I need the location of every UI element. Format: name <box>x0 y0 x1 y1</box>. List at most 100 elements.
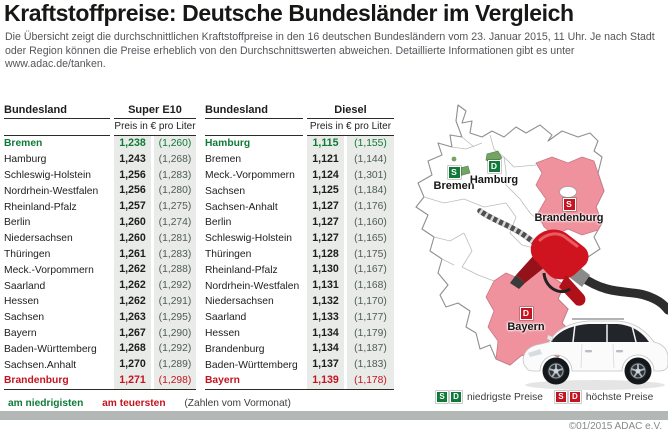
table-row: Thüringen 1,261 (1,283) <box>4 246 196 263</box>
price-previous: (1,274) <box>154 214 196 231</box>
price-previous: (1,183) <box>347 357 394 373</box>
column-header-state: Bundesland <box>4 104 110 119</box>
car-illustration <box>522 318 668 390</box>
state-name: Bremen <box>205 154 242 166</box>
price-previous: (1,289) <box>154 357 196 373</box>
price-previous: (1,280) <box>154 183 196 200</box>
state-name: Hamburg <box>4 154 47 166</box>
price-current: 1,125 <box>307 183 344 200</box>
price-previous: (1,168) <box>347 278 394 294</box>
table-row: Bayern 1,139 (1,178) <box>205 372 394 389</box>
price-current: 1,260 <box>114 230 151 247</box>
table-row: Rheinland-Pfalz 1,130 (1,167) <box>205 262 394 279</box>
table-row: Thüringen 1,128 (1,175) <box>205 246 394 263</box>
table-row: Sachsen-Anhalt 1,127 (1,176) <box>205 199 394 215</box>
price-current: 1,262 <box>114 262 151 279</box>
table-row: Niedersachsen 1,260 (1,281) <box>4 230 196 247</box>
price-previous: (1,184) <box>347 183 394 200</box>
price-current: 1,115 <box>307 136 344 152</box>
table-subheader-row: Preis in € pro Liter <box>4 119 196 136</box>
copyright-text: ©01/2015 ADAC e.V. <box>568 421 662 432</box>
state-name: Hessen <box>205 327 240 339</box>
price-previous: (1,292) <box>154 341 196 358</box>
column-header-unit: Preis in € pro Liter <box>114 119 196 136</box>
price-current: 1,134 <box>307 341 344 358</box>
state-name: Bayern <box>4 327 37 339</box>
price-current: 1,121 <box>307 151 344 168</box>
state-name: Bremen <box>4 138 43 150</box>
price-current: 1,134 <box>307 325 344 342</box>
table-legend: am niedrigisten am teuersten (Zahlen vom… <box>8 398 291 409</box>
price-current: 1,262 <box>114 293 151 310</box>
price-current: 1,137 <box>307 357 344 373</box>
legend-badge-s-green: S <box>436 391 448 403</box>
table-row: Niedersachsen 1,132 (1,170) <box>205 293 394 310</box>
price-previous: (1,170) <box>347 293 394 310</box>
legend-badge-d-red: D <box>568 391 581 403</box>
price-current: 1,243 <box>114 151 151 168</box>
table-row: Hamburg 1,243 (1,268) <box>4 151 196 168</box>
price-previous: (1,301) <box>347 167 394 184</box>
state-name: Berlin <box>205 217 232 229</box>
fuel-nozzle <box>510 229 590 306</box>
price-current: 1,132 <box>307 293 344 310</box>
price-previous: (1,178) <box>347 372 394 389</box>
table-row: Berlin 1,127 (1,160) <box>205 214 394 231</box>
price-current: 1,256 <box>114 167 151 184</box>
badge-diesel-highest: D <box>519 307 533 320</box>
state-name: Brandenburg <box>4 375 69 387</box>
map-label-hamburg: Hamburg <box>469 174 519 186</box>
state-name: Baden-Württemberg <box>205 359 298 371</box>
page-title: Kraftstoffpreise: Deutsche Bundesländer … <box>4 0 574 26</box>
table-row: Sachsen.Anhalt 1,270 (1,289) <box>4 357 196 373</box>
price-previous: (1,295) <box>154 309 196 326</box>
state-name: Baden-Württemberg <box>4 343 97 355</box>
price-current: 1,261 <box>114 246 151 263</box>
price-current: 1,124 <box>307 167 344 184</box>
state-name: Rheinland-Pfalz <box>205 264 278 276</box>
table-row: Hessen 1,262 (1,291) <box>4 293 196 310</box>
germany-map-svg <box>415 104 668 390</box>
badge-super-highest: S <box>562 198 576 211</box>
map-legend: S D niedrigste Preise S D höchste Preise <box>436 391 665 403</box>
pump-rubber-hose <box>577 272 668 315</box>
price-current: 1,262 <box>114 278 151 294</box>
berlin-hole <box>559 186 577 198</box>
map-annotation-bayern: D Bayern <box>494 307 558 333</box>
table-header-row: Bundesland Diesel <box>205 104 394 119</box>
table-header-row: Bundesland Super E10 <box>4 104 196 119</box>
state-name: Sachsen.Anhalt <box>4 359 77 371</box>
price-current: 1,270 <box>114 357 151 373</box>
price-previous: (1,283) <box>154 246 196 263</box>
price-previous: (1,179) <box>347 325 394 342</box>
state-name: Berlin <box>4 217 31 229</box>
state-borders <box>423 134 547 282</box>
table-row: Hessen 1,134 (1,179) <box>205 325 394 342</box>
table-row: Hamburg 1,115 (1,155) <box>205 136 394 152</box>
state-name: Meck.-Vorpommern <box>205 169 295 181</box>
price-current: 1,133 <box>307 309 344 326</box>
germany-map <box>398 95 668 403</box>
table-row: Bremen 1,238 (1,260) <box>4 136 196 152</box>
table-row: Berlin 1,260 (1,274) <box>4 214 196 231</box>
state-name: Brandenburg <box>205 343 265 355</box>
bottom-divider-bar <box>0 411 668 420</box>
price-previous: (1,268) <box>154 151 196 168</box>
state-name: Meck.-Vorpommern <box>4 264 94 276</box>
state-bremerhaven <box>451 156 457 162</box>
badge-diesel-lowest: D <box>487 160 501 173</box>
map-annotation-brandenburg: S Brandenburg <box>534 198 604 224</box>
price-current: 1,139 <box>307 372 344 389</box>
state-name: Nordrhein-Westfalen <box>205 280 300 292</box>
table-row: Schleswig-Holstein 1,127 (1,165) <box>205 230 394 247</box>
table-row: Brandenburg 1,134 (1,187) <box>205 341 394 358</box>
price-current: 1,130 <box>307 262 344 279</box>
column-header-unit: Preis in € pro Liter <box>307 119 394 136</box>
price-previous: (1,283) <box>154 167 196 184</box>
state-name: Niedersachsen <box>4 233 73 245</box>
price-previous: (1,144) <box>347 151 394 168</box>
table-body: Bremen 1,238 (1,260) Hamburg 1,243 (1,268) Sch… <box>4 136 196 390</box>
state-name: Thüringen <box>4 248 51 260</box>
subheader-spacer <box>4 119 110 136</box>
